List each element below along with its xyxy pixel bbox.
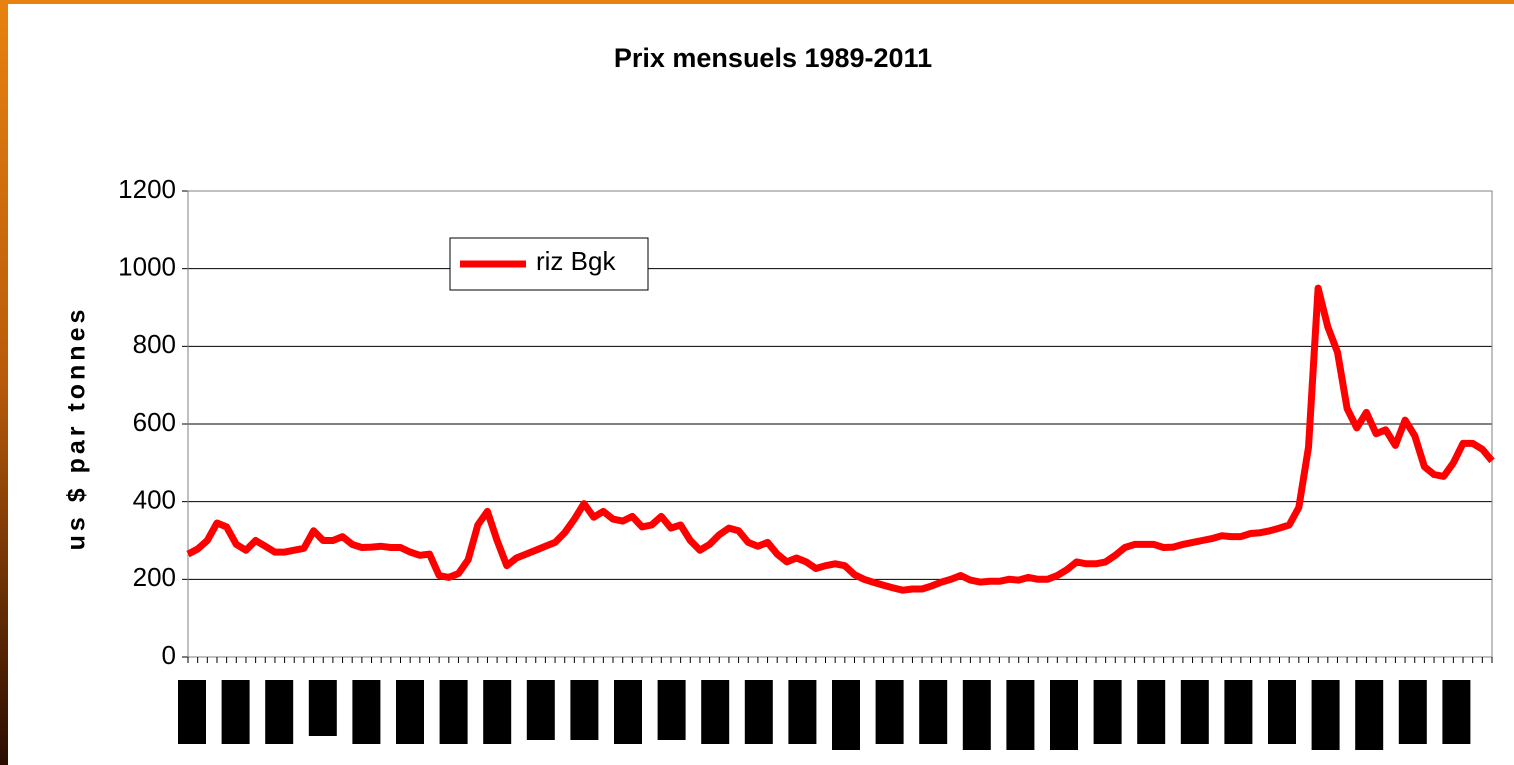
redacted-label [614,680,642,744]
y-tick-label: 800 [133,329,176,359]
redacted-label [570,680,599,740]
redacted-label [221,680,250,744]
y-tick-label: 600 [133,407,176,437]
redacted-label [1006,680,1035,750]
redacted-label [919,680,948,744]
chart: Prix mensuels 1989-2011 us $ par tonnes … [8,4,1514,765]
chart-area [8,4,1514,765]
redacted-label [962,680,991,750]
redacted-label [396,680,424,744]
redacted-label [1050,680,1078,750]
plot-border [187,190,1493,658]
legend-label: riz Bgk [536,246,616,276]
redacted-label [1311,680,1340,750]
redacted-label [832,680,860,750]
redacted-label [1355,680,1384,750]
redacted-label [1442,680,1471,744]
redacted-label [788,680,817,744]
redacted-label [352,680,381,744]
y-tick-label: 200 [133,562,176,592]
redacted-label [439,680,468,744]
redacted-label [744,680,773,744]
redacted-label [657,680,686,740]
redacted-label [308,680,337,736]
redacted-label [1224,680,1253,744]
redacted-label [526,680,555,740]
y-tick-label: 0 [162,640,176,670]
redacted-label [1398,680,1427,744]
redacted-label [1137,680,1166,744]
redacted-label [701,680,730,744]
redacted-label [1268,680,1296,744]
y-tick-label: 1000 [118,252,176,282]
redacted-label [483,680,512,744]
y-tick-label: 1200 [118,174,176,204]
chart-title: Prix mensuels 1989-2011 [614,43,932,73]
redacted-label [1093,680,1122,744]
line-series [186,284,1495,594]
redacted-label [265,680,294,744]
y-axis-label: us $ par tonnes [63,306,91,551]
redacted-label [875,680,904,744]
y-tick-label: 400 [133,485,176,515]
redacted-label [178,680,206,744]
redacted-label [1180,680,1209,744]
